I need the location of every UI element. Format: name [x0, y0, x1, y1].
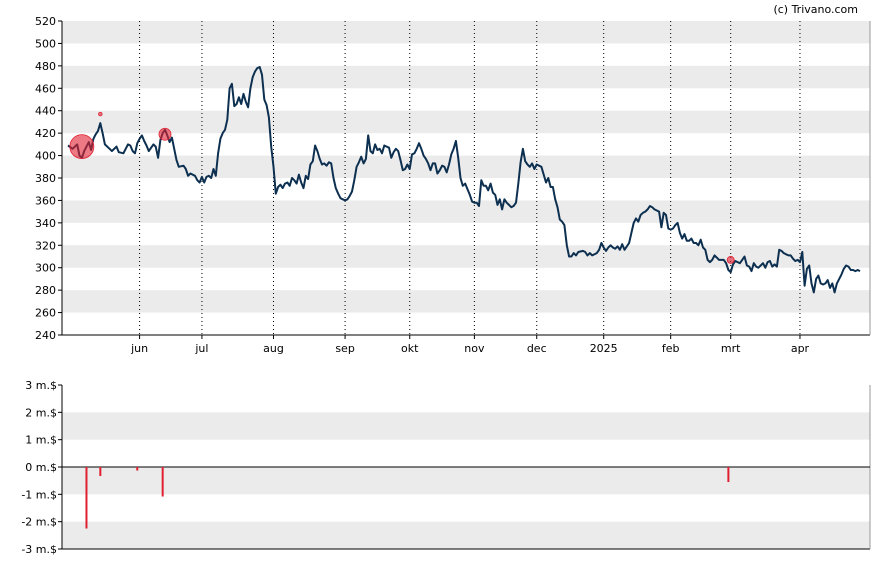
- y-tick-label: 520: [35, 15, 56, 28]
- y-tick-label: 3 m.$: [25, 379, 57, 392]
- y-tick-label: -1 m.$: [21, 488, 57, 501]
- grid-band: [62, 200, 870, 223]
- y-tick-label: 0 m.$: [25, 461, 57, 474]
- transaction-bar: [99, 467, 102, 477]
- price-chart-panel: 240 260 280 300 320 340 360 380 400 420 440 460 480 5…: [35, 15, 871, 355]
- x-tick-label: 2025: [590, 342, 618, 355]
- x-tick-label: aug: [263, 342, 284, 355]
- y-tick-label: 280: [35, 284, 56, 297]
- x-tick-label: sep: [335, 342, 354, 355]
- grid-band: [62, 290, 870, 313]
- grid-band: [62, 412, 870, 440]
- x-tick-label: okt: [401, 342, 419, 355]
- credit-text: (c) Trivano.com: [773, 3, 858, 16]
- grid-band: [62, 21, 870, 44]
- y-tick-label: 500: [35, 37, 56, 50]
- y-tick-label: 260: [35, 307, 56, 320]
- x-tick-label: apr: [791, 342, 810, 355]
- x-tick-label: nov: [464, 342, 485, 355]
- y-tick-label: 300: [35, 262, 56, 275]
- y-tick-label: 240: [35, 329, 56, 342]
- transaction-bar: [85, 467, 88, 529]
- y-tick-label: 480: [35, 60, 56, 73]
- transaction-bar: [727, 467, 730, 483]
- x-tick-label: dec: [527, 342, 547, 355]
- price-line: [67, 66, 861, 294]
- transaction-chart-panel: -3 m.$ -2 m.$ -1 m.$ 0 m.$ 1 m.$ 2 m.$ 3 m.$: [21, 379, 871, 556]
- y-tick-label: 360: [35, 194, 56, 207]
- y-tick-label: 460: [35, 82, 56, 95]
- grid-band: [62, 521, 870, 549]
- y-tick-label: 400: [35, 150, 56, 163]
- grid-band: [62, 65, 870, 89]
- y-tick-label: 380: [35, 172, 56, 185]
- transaction-marker: [158, 127, 172, 141]
- transaction-marker: [98, 111, 103, 117]
- y-tick-label: 320: [35, 239, 56, 252]
- y-tick-label: 340: [35, 217, 56, 230]
- y-tick-label: 420: [35, 127, 56, 140]
- grid-band: [62, 245, 870, 268]
- y-tick-label: -3 m.$: [21, 543, 57, 556]
- x-tick-label: feb: [662, 342, 680, 355]
- transaction-marker: [726, 255, 735, 264]
- x-tick-label: jul: [194, 342, 208, 355]
- grid-band: [62, 110, 870, 134]
- grid-band: [62, 155, 870, 178]
- x-tick-label: jun: [130, 342, 148, 355]
- y-tick-label: 440: [35, 105, 56, 118]
- grid-band: [62, 467, 870, 495]
- y-tick-label: 2 m.$: [25, 406, 57, 419]
- transaction-bar: [161, 467, 164, 497]
- transaction-marker: [69, 134, 95, 160]
- y-tick-label: -2 m.$: [21, 516, 57, 529]
- y-tick-label: 1 m.$: [25, 434, 57, 447]
- transaction-bar: [136, 467, 139, 471]
- x-tick-label: mrt: [721, 342, 741, 355]
